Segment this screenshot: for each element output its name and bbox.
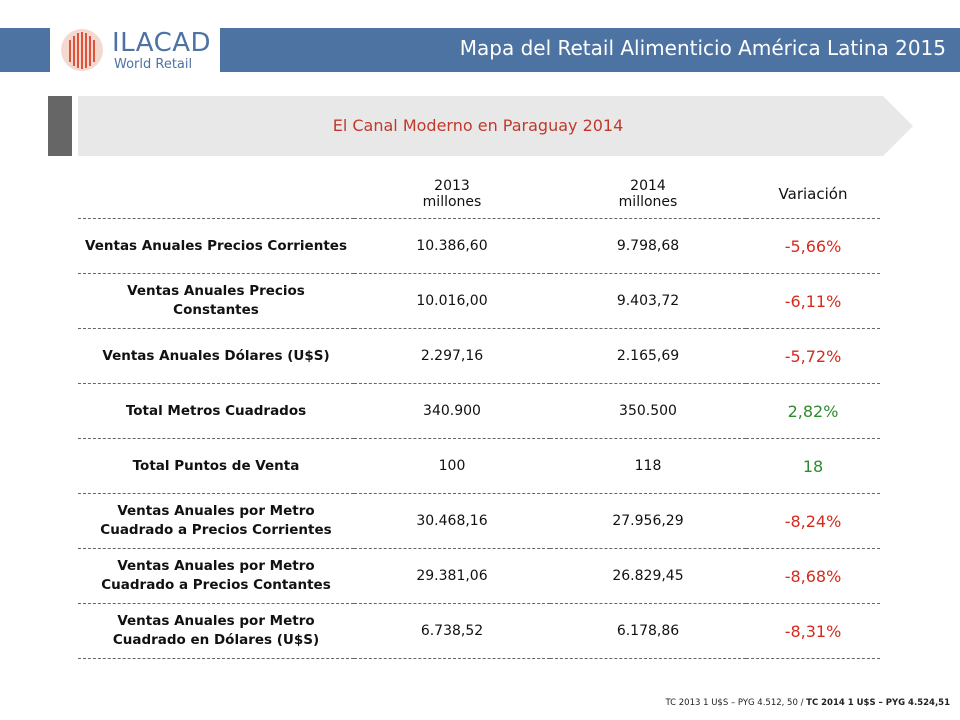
variation-value: 2,82% [746, 383, 880, 439]
header-2013: 2013 millones [354, 170, 550, 219]
row-label: Total Puntos de Venta [78, 438, 354, 494]
value-2014: 9.403,72 [550, 273, 746, 329]
variation-value: -8,24% [746, 493, 880, 549]
value-2013: 29.381,06 [354, 548, 550, 604]
value-2013: 10.016,00 [354, 273, 550, 329]
header-2014: 2014 millones [550, 170, 746, 219]
value-2014: 26.829,45 [550, 548, 746, 604]
header-variation: Variación [746, 170, 880, 219]
brand-logo: ILACAD World Retail [50, 22, 220, 78]
variation-value: -5,72% [746, 328, 880, 384]
brand-name: ILACAD [112, 28, 212, 58]
row-label: Total Metros Cuadrados [78, 383, 354, 439]
header-label-cell [78, 170, 354, 219]
banner-arrow-shape [78, 96, 913, 156]
value-2013: 340.900 [354, 383, 550, 439]
value-2013: 10.386,60 [354, 218, 550, 274]
row-label: Ventas Anuales por Metro Cuadrado en Dól… [78, 603, 354, 659]
row-label: Ventas Anuales Precios Constantes [78, 273, 354, 329]
variation-value: -8,68% [746, 548, 880, 604]
logo-mark-icon [61, 29, 103, 71]
exchange-rate-note: TC 2013 1 U$S – PYG 4.512, 50 / TC 2014 … [665, 698, 950, 708]
table-row: Total Metros Cuadrados 340.900 350.500 2… [78, 383, 880, 439]
row-label: Ventas Anuales Precios Corrientes [78, 218, 354, 274]
row-label: Ventas Anuales por Metro Cuadrado a Prec… [78, 548, 354, 604]
table-row: Ventas Anuales por Metro Cuadrado a Prec… [78, 493, 880, 549]
value-2014: 6.178,86 [550, 603, 746, 659]
variation-value: -5,66% [746, 218, 880, 274]
variation-value: -8,31% [746, 603, 880, 659]
value-2014: 27.956,29 [550, 493, 746, 549]
value-2014: 2.165,69 [550, 328, 746, 384]
table-row: Ventas Anuales por Metro Cuadrado en Dól… [78, 603, 880, 659]
value-2013: 100 [354, 438, 550, 494]
banner-marker [48, 96, 72, 156]
table-row: Ventas Anuales Dólares (U$S) 2.297,16 2.… [78, 328, 880, 384]
section-title: El Canal Moderno en Paraguay 2014 [332, 116, 624, 135]
header-2014-unit: millones [618, 194, 678, 210]
table-row: Ventas Anuales Precios Constantes 10.016… [78, 273, 880, 329]
brand-subtitle: World Retail [114, 57, 193, 72]
data-table: 2013 millones 2014 millones Variación Ve… [78, 170, 880, 659]
header-2014-year: 2014 [630, 178, 666, 194]
value-2014: 350.500 [550, 383, 746, 439]
value-2013: 6.738,52 [354, 603, 550, 659]
exchange-rate-2014: TC 2014 1 U$S – PYG 4.524,51 [806, 698, 950, 708]
header-2013-year: 2013 [434, 178, 470, 194]
table-header-row: 2013 millones 2014 millones Variación [78, 170, 880, 219]
value-2014: 118 [550, 438, 746, 494]
header-2013-unit: millones [422, 194, 482, 210]
value-2014: 9.798,68 [550, 218, 746, 274]
page-title: Mapa del Retail Alimenticio América Lati… [459, 36, 946, 60]
row-label: Ventas Anuales Dólares (U$S) [78, 328, 354, 384]
row-label: Ventas Anuales por Metro Cuadrado a Prec… [78, 493, 354, 549]
value-2013: 30.468,16 [354, 493, 550, 549]
table-row: Ventas Anuales por Metro Cuadrado a Prec… [78, 548, 880, 604]
value-2013: 2.297,16 [354, 328, 550, 384]
table-row: Total Puntos de Venta 100 118 18 [78, 438, 880, 494]
variation-value: 18 [746, 438, 880, 494]
variation-value: -6,11% [746, 273, 880, 329]
exchange-rate-2013: TC 2013 1 U$S – PYG 4.512, 50 / [665, 698, 807, 708]
table-row: Ventas Anuales Precios Corrientes 10.386… [78, 218, 880, 274]
